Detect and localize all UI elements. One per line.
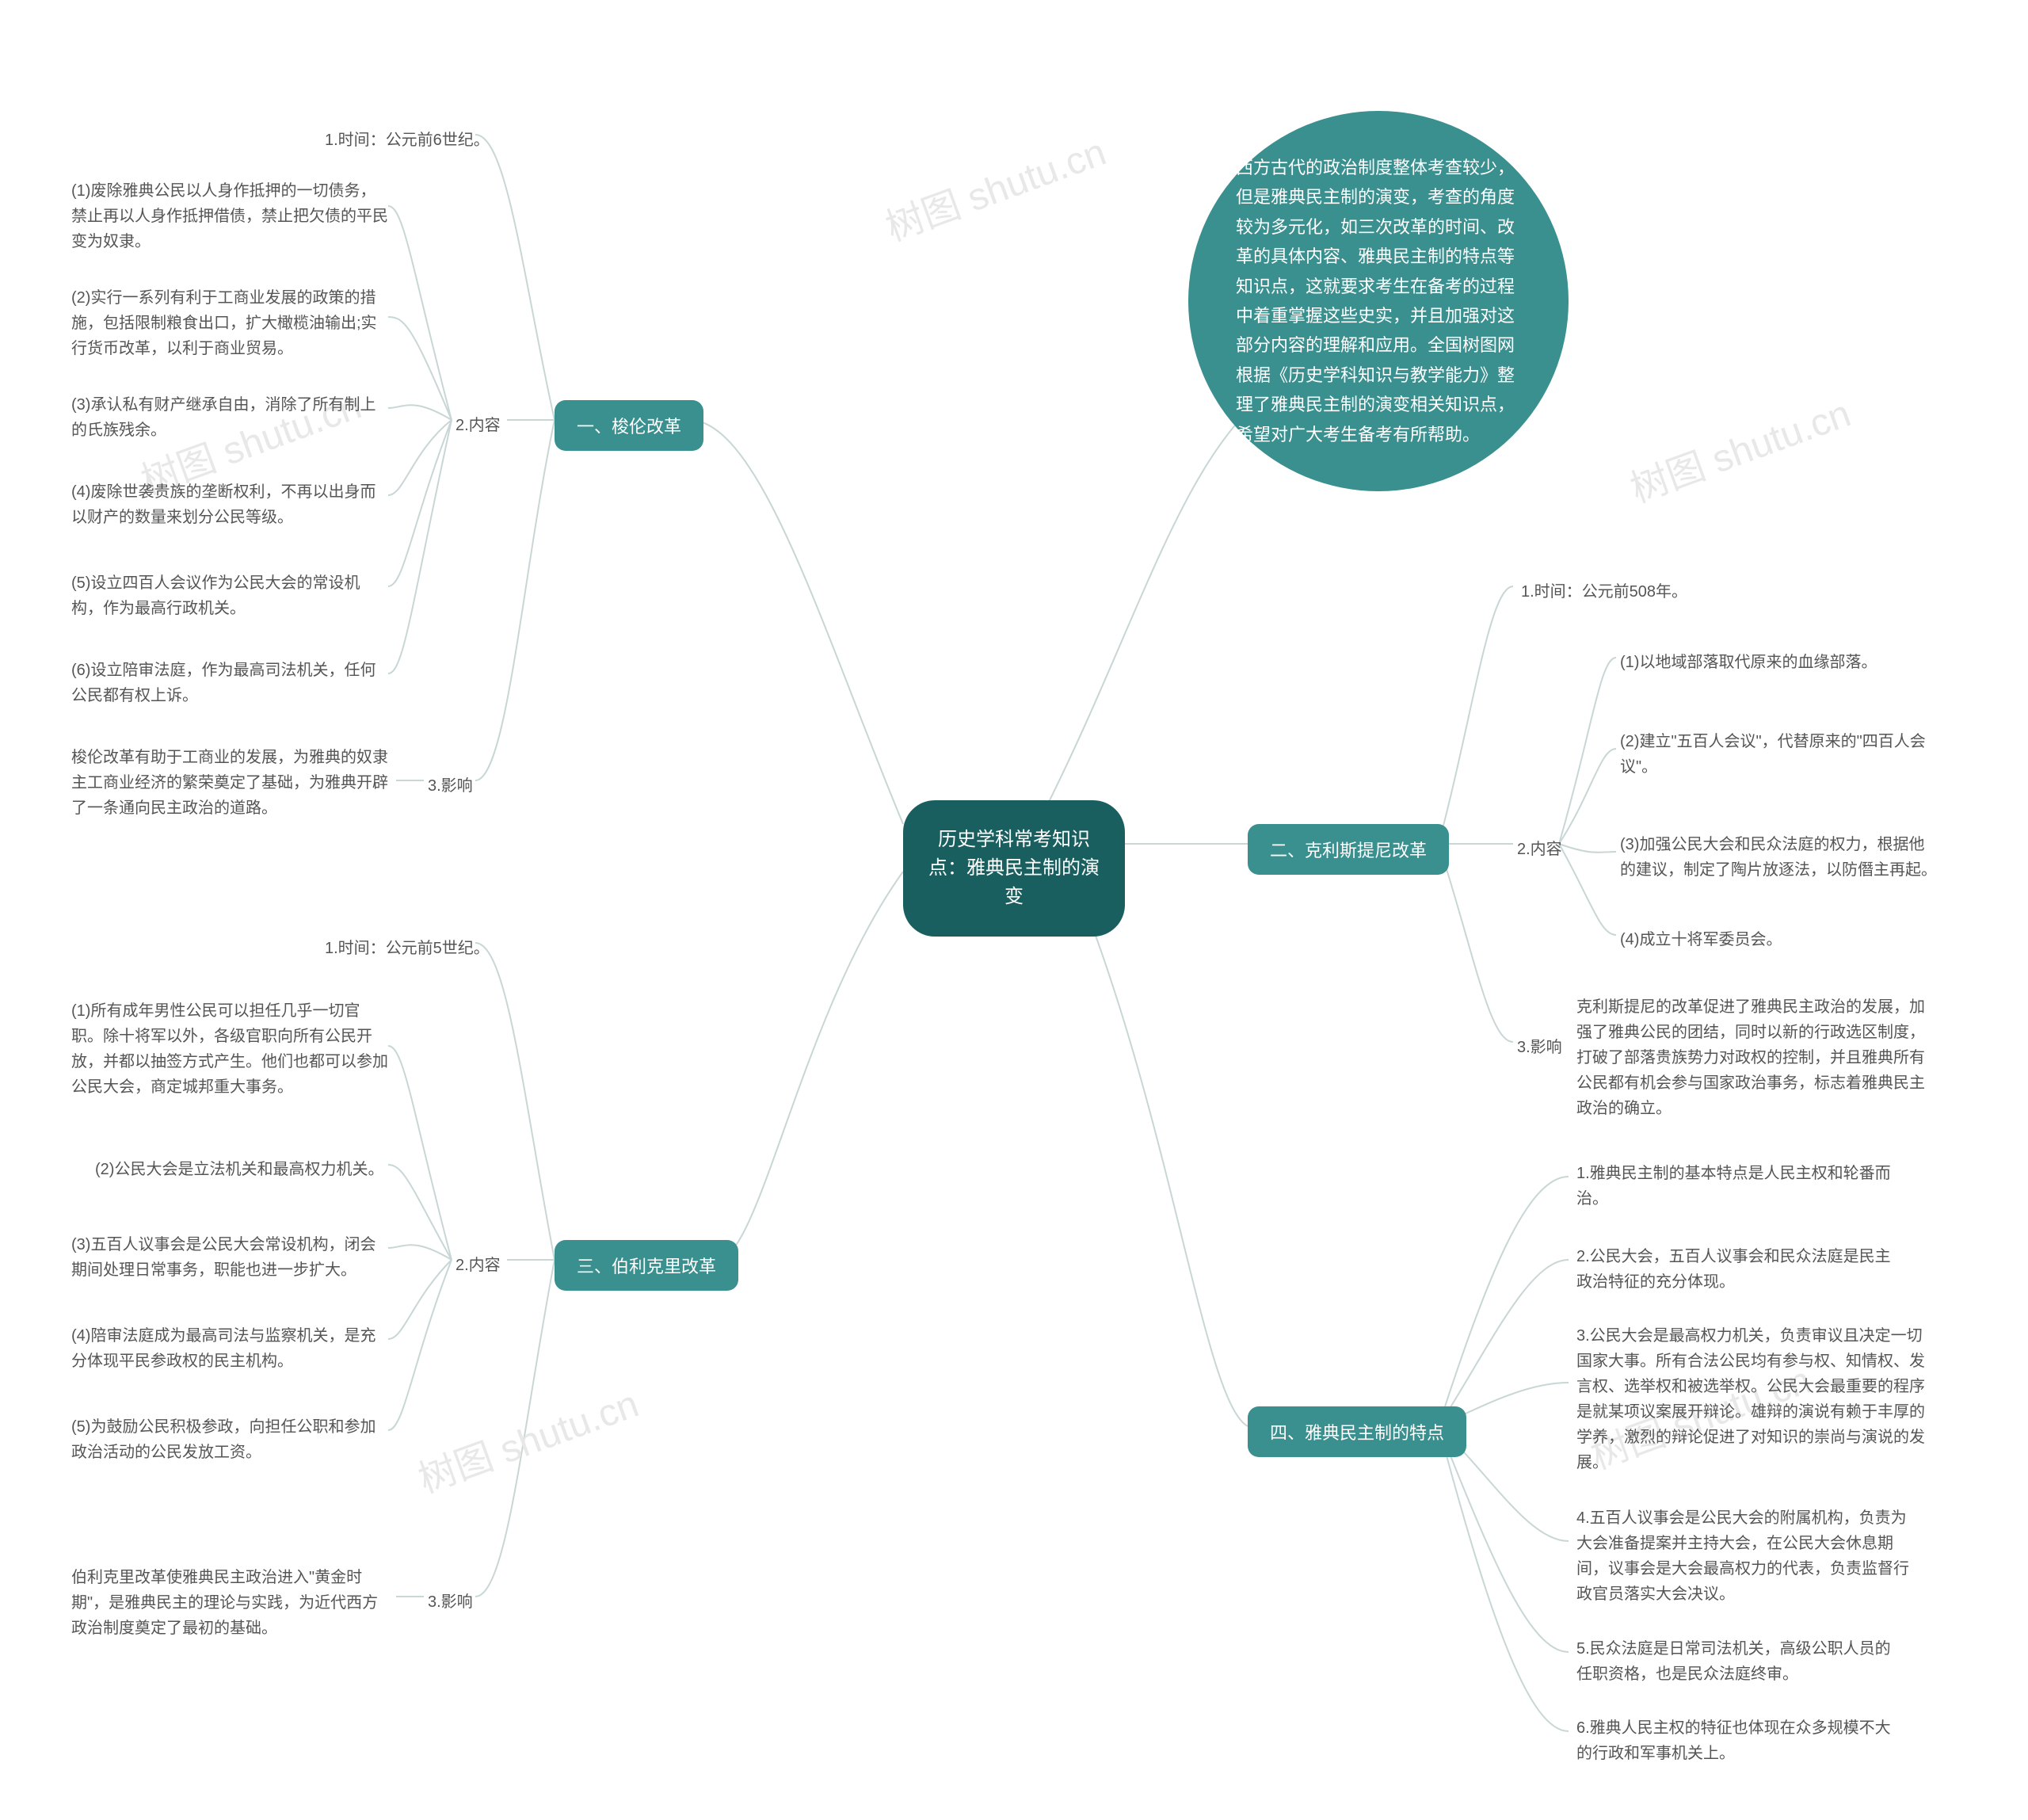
solon-item-1: (1)废除雅典公民以人身作抵押的一切债务，禁止再以人身作抵押借债，禁止把欠债的平…: [71, 178, 388, 254]
solon-time: 1.时间：公元前6世纪。: [325, 127, 490, 150]
cleisthenes-item-4: (4)成立十将军委员会。: [1620, 927, 1937, 952]
cleisthenes-item-3: (3)加强公民大会和民众法庭的权力，根据他的建议，制定了陶片放逐法，以防僭主再起…: [1620, 832, 1937, 883]
pericles-item-1: (1)所有成年男性公民可以担任几乎一切官职。除十将军以外，各级官职向所有公民开放…: [71, 998, 388, 1100]
pericles-effect-label: 3.影响: [428, 1589, 473, 1612]
solon-content-label: 2.内容: [456, 412, 501, 435]
features-item-6: 6.雅典人民主权的特征也体现在众多规模不大的行政和军事机关上。: [1576, 1715, 1893, 1766]
watermark: 树图 shutu.cn: [877, 120, 1112, 251]
cleisthenes-effect: 克利斯提尼的改革促进了雅典民主政治的发展，加强了雅典公民的团结，同时以新的行政选…: [1576, 994, 1933, 1121]
features-item-3: 3.公民大会是最高权力机关，负责审议且决定一切国家大事。所有合法公民均有参与权、…: [1576, 1323, 1925, 1475]
watermark: 树图 shutu.cn: [410, 1372, 645, 1503]
cleisthenes-time: 1.时间：公元前508年。: [1521, 578, 1687, 601]
solon-item-5: (5)设立四百人会议作为公民大会的常设机构，作为最高行政机关。: [71, 570, 388, 621]
features-item-4: 4.五百人议事会是公民大会的附属机构，负责为大会准备提案并主持大会，在公民大会休…: [1576, 1505, 1917, 1607]
solon-effect-label: 3.影响: [428, 773, 473, 796]
features-item-5: 5.民众法庭是日常司法机关，高级公职人员的任职资格，也是民众法庭终审。: [1576, 1636, 1893, 1687]
pericles-item-4: (4)陪审法庭成为最高司法与监察机关，是充分体现平民参政权的民主机构。: [71, 1323, 388, 1374]
cleisthenes-item-1: (1)以地域部落取代原来的血缘部落。: [1620, 650, 1937, 675]
solon-effect: 梭伦改革有助于工商业的发展，为雅典的奴隶主工商业经济的繁荣奠定了基础，为雅典开辟…: [71, 745, 388, 821]
branch-features: 四、雅典民主制的特点: [1248, 1406, 1466, 1457]
branch-cleisthenes: 二、克利斯提尼改革: [1248, 824, 1449, 875]
intro-text: 西方古代的政治制度整体考查较少，但是雅典民主制的演变，考查的角度较为多元化，如三…: [1236, 153, 1521, 449]
branch-solon: 一、梭伦改革: [555, 400, 703, 451]
cleisthenes-content-label: 2.内容: [1517, 836, 1562, 859]
solon-item-2: (2)实行一系列有利于工商业发展的政策的措施，包括限制粮食出口，扩大橄榄油输出;…: [71, 285, 388, 361]
cleisthenes-item-2: (2)建立"五百人会议"，代替原来的"四百人会议"。: [1620, 729, 1937, 780]
pericles-effect: 伯利克里改革使雅典民主政治进入"黄金时期"，是雅典民主的理论与实践，为近代西方政…: [71, 1565, 388, 1641]
pericles-item-3: (3)五百人议事会是公民大会常设机构，闭会期间处理日常事务，职能也进一步扩大。: [71, 1232, 388, 1283]
intro-bubble: 西方古代的政治制度整体考查较少，但是雅典民主制的演变，考查的角度较为多元化，如三…: [1188, 111, 1569, 491]
pericles-time: 1.时间：公元前5世纪。: [325, 935, 490, 958]
features-item-2: 2.公民大会，五百人议事会和民众法庭是民主政治特征的充分体现。: [1576, 1244, 1893, 1295]
center-node: 历史学科常考知识点：雅典民主制的演变: [903, 800, 1125, 937]
branch-pericles: 三、伯利克里改革: [555, 1240, 738, 1291]
solon-item-3: (3)承认私有财产继承自由，消除了所有制上的氏族残余。: [71, 392, 388, 443]
cleisthenes-effect-label: 3.影响: [1517, 1034, 1562, 1057]
solon-item-6: (6)设立陪审法庭，作为最高司法机关，任何公民都有权上诉。: [71, 658, 388, 708]
pericles-item-5: (5)为鼓励公民积极参政，向担任公职和参加政治活动的公民发放工资。: [71, 1414, 388, 1465]
watermark: 树图 shutu.cn: [1622, 382, 1857, 513]
pericles-content-label: 2.内容: [456, 1252, 501, 1275]
pericles-item-2: (2)公民大会是立法机关和最高权力机关。: [95, 1157, 412, 1182]
features-item-1: 1.雅典民主制的基本特点是人民主权和轮番而治。: [1576, 1161, 1893, 1211]
solon-item-4: (4)废除世袭贵族的垄断权利，不再以出身而以财产的数量来划分公民等级。: [71, 479, 388, 530]
